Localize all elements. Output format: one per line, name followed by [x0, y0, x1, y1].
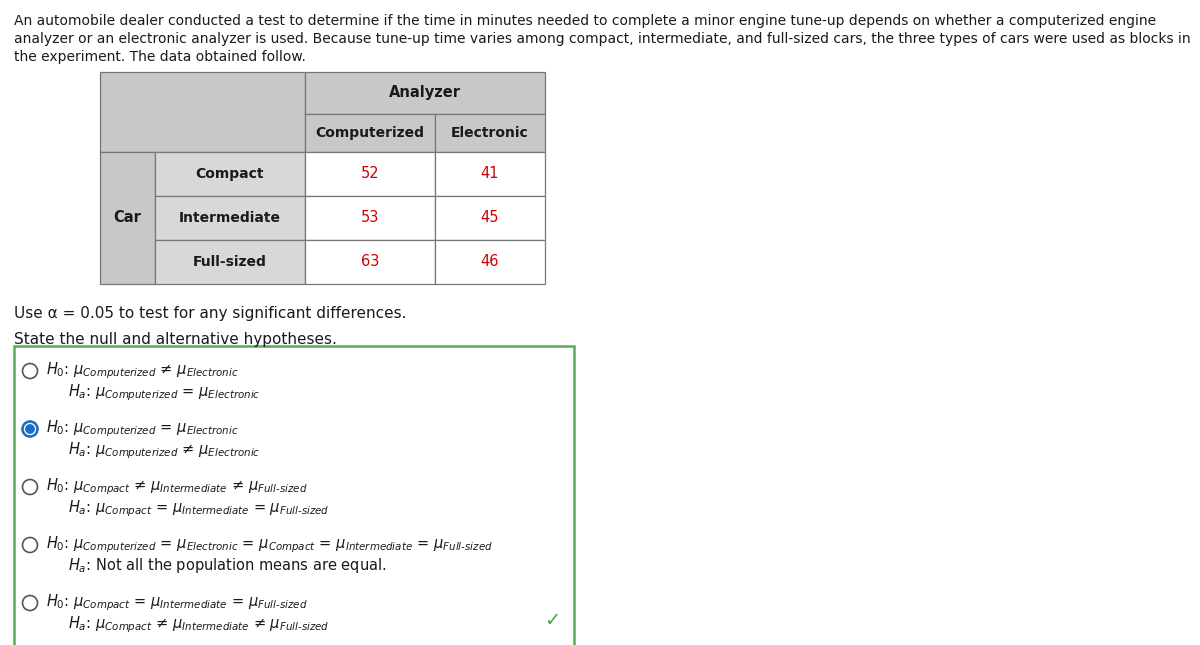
Bar: [305, 114, 436, 152]
Text: 63: 63: [361, 255, 379, 270]
Text: 46: 46: [481, 255, 499, 270]
Bar: [100, 152, 155, 284]
Bar: [305, 196, 436, 240]
Text: Computerized: Computerized: [316, 126, 425, 140]
Text: $H_a$: $\mu_{\mathit{Compact}}$ = $\mu_{\mathit{Intermediate}}$ = $\mu_{\mathit{: $H_a$: $\mu_{\mathit{Compact}}$ = $\mu_{…: [67, 498, 329, 519]
Text: State the null and alternative hypotheses.: State the null and alternative hypothese…: [14, 332, 337, 347]
Text: $H_a$: Not all the population means are equal.: $H_a$: Not all the population means are …: [67, 556, 386, 575]
Text: $H_0$: $\mu_{\mathit{Computerized}}$ ≠ $\mu_{\mathit{Electronic}}$: $H_0$: $\mu_{\mathit{Computerized}}$ ≠ $…: [46, 360, 238, 381]
Text: 53: 53: [361, 210, 379, 226]
Bar: [436, 196, 545, 240]
Bar: [305, 72, 545, 114]
Text: An automobile dealer conducted a test to determine if the time in minutes needed: An automobile dealer conducted a test to…: [14, 14, 1156, 28]
Circle shape: [26, 425, 35, 433]
Text: $H_0$: $\mu_{\mathit{Computerized}}$ = $\mu_{\mathit{Electronic}}$ = $\mu_{\math: $H_0$: $\mu_{\mathit{Computerized}}$ = $…: [46, 534, 492, 555]
Text: $H_a$: $\mu_{\mathit{Compact}}$ ≠ $\mu_{\mathit{Intermediate}}$ ≠ $\mu_{\mathit{: $H_a$: $\mu_{\mathit{Compact}}$ ≠ $\mu_{…: [67, 614, 329, 635]
Text: Electronic: Electronic: [451, 126, 529, 140]
Circle shape: [23, 421, 37, 437]
Text: 41: 41: [481, 166, 499, 181]
Circle shape: [23, 479, 37, 495]
Bar: [305, 152, 436, 196]
Text: Use α = 0.05 to test for any significant differences.: Use α = 0.05 to test for any significant…: [14, 306, 407, 321]
Text: Intermediate: Intermediate: [179, 211, 281, 225]
Bar: [155, 152, 305, 196]
Text: 45: 45: [481, 210, 499, 226]
Text: the experiment. The data obtained follow.: the experiment. The data obtained follow…: [14, 50, 306, 64]
Bar: [305, 240, 436, 284]
Bar: [14, 346, 574, 645]
Bar: [436, 114, 545, 152]
Bar: [155, 196, 305, 240]
Text: $H_0$: $\mu_{\mathit{Computerized}}$ = $\mu_{\mathit{Electronic}}$: $H_0$: $\mu_{\mathit{Computerized}}$ = $…: [46, 418, 238, 439]
Circle shape: [23, 364, 37, 379]
Bar: [155, 240, 305, 284]
Text: $H_0$: $\mu_{\mathit{Compact}}$ ≠ $\mu_{\mathit{Intermediate}}$ ≠ $\mu_{\mathit{: $H_0$: $\mu_{\mathit{Compact}}$ ≠ $\mu_{…: [46, 476, 307, 497]
Bar: [436, 152, 545, 196]
Text: $H_a$: $\mu_{\mathit{Computerized}}$ ≠ $\mu_{\mathit{Electronic}}$: $H_a$: $\mu_{\mathit{Computerized}}$ ≠ $…: [67, 440, 260, 461]
Text: Analyzer: Analyzer: [389, 86, 461, 101]
Bar: [100, 72, 305, 152]
Text: $H_a$: $\mu_{\mathit{Computerized}}$ = $\mu_{\mathit{Electronic}}$: $H_a$: $\mu_{\mathit{Computerized}}$ = $…: [67, 382, 260, 402]
Text: Full-sized: Full-sized: [193, 255, 266, 269]
Circle shape: [23, 537, 37, 553]
Text: $H_0$: $\mu_{\mathit{Compact}}$ = $\mu_{\mathit{Intermediate}}$ = $\mu_{\mathit{: $H_0$: $\mu_{\mathit{Compact}}$ = $\mu_{…: [46, 592, 307, 613]
Text: analyzer or an electronic analyzer is used. Because tune-up time varies among co: analyzer or an electronic analyzer is us…: [14, 32, 1190, 46]
Bar: [436, 240, 545, 284]
Text: Car: Car: [114, 210, 142, 226]
Text: Compact: Compact: [196, 167, 264, 181]
Text: ✓: ✓: [544, 611, 560, 630]
Circle shape: [23, 595, 37, 611]
Text: 52: 52: [361, 166, 379, 181]
